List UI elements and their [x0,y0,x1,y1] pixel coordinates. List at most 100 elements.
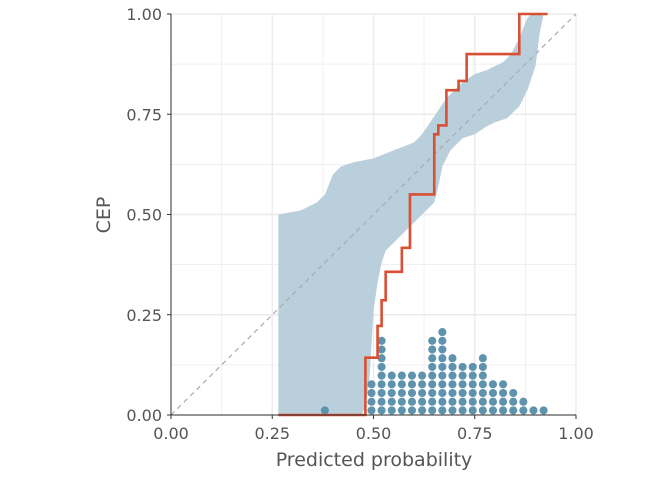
histogram-dot [438,345,447,354]
tick-labels: 0.00 0.25 0.50 0.75 1.00 0.00 0.25 0.50 0.75 1.00 [126,5,593,443]
histogram-dot [377,354,386,363]
histogram-dot [458,388,467,398]
x-axis-title: Predicted probability [276,449,473,471]
histogram-dot [478,397,487,406]
histogram-dot [397,388,406,398]
histogram-dot [448,362,457,371]
histogram-dot [458,380,467,389]
histogram-dot [438,397,447,406]
histogram-dot [509,397,518,406]
histogram-dot [468,362,477,371]
histogram-dot [468,388,477,398]
histogram-dot [428,388,437,398]
histogram-dot [539,406,548,415]
x-tick-label: 0.00 [153,424,189,443]
histogram-dot [418,380,427,389]
histogram-dot [387,371,396,380]
histogram-dot [397,380,406,389]
histogram-dot [428,345,437,354]
histogram-dot [407,397,417,406]
histogram-dot [478,380,487,389]
histogram-dot [377,371,386,380]
histogram-dot [367,388,376,398]
histogram-dot [377,406,386,415]
x-tick-label: 1.00 [558,424,594,443]
histogram-dot [448,354,457,363]
histogram-dot [458,371,467,380]
histogram-dot [428,371,437,380]
dot-histogram [320,328,548,415]
histogram-dot [509,406,518,415]
histogram-dot [438,406,447,415]
histogram-dot [448,380,457,389]
cep-step-line [278,12,548,417]
histogram-dot [377,336,386,345]
histogram-dot [407,380,417,389]
histogram-dot [448,406,457,415]
histogram-dot [377,362,386,371]
histogram-dot [499,406,508,415]
histogram-dot [488,388,498,398]
histogram-dot [519,406,528,415]
histogram-dot [428,354,437,363]
y-tick-label: 0.50 [126,206,162,225]
histogram-dot [478,354,487,363]
histogram-dot [367,406,376,415]
histogram-dot [377,388,386,398]
histogram-dot [458,397,467,406]
histogram-dot [448,397,457,406]
histogram-dot [438,328,447,337]
x-tick-label: 0.75 [457,424,493,443]
histogram-dot [468,371,477,380]
histogram-dot [387,406,396,415]
x-tick-label: 0.50 [356,424,392,443]
histogram-dot [377,397,386,406]
histogram-dot [509,388,518,398]
histogram-dot [499,380,508,389]
histogram-dot [499,388,508,398]
histogram-dot [407,388,417,398]
histogram-dot [438,380,447,389]
histogram-dot [488,397,498,406]
histogram-dot [397,397,406,406]
histogram-dot [448,388,457,398]
y-tick-label: 1.00 [126,5,162,24]
histogram-dot [438,362,447,371]
histogram-dot [418,406,427,415]
histogram-dot [428,336,437,345]
histogram-dot [499,397,508,406]
cep-line [278,12,548,417]
histogram-dot [428,362,437,371]
histogram-dot [468,406,477,415]
histogram-dot [478,362,487,371]
histogram-dot [367,380,376,389]
histogram-dot [448,371,457,380]
histogram-dot [478,406,487,415]
histogram-dot [387,388,396,398]
histogram-dot [478,371,487,380]
histogram-dot [428,397,437,406]
x-tick-label: 0.25 [254,424,290,443]
y-axis-title: CEP [93,197,115,234]
histogram-dot [418,371,427,380]
histogram-dot [428,380,437,389]
histogram-dot [529,406,538,415]
histogram-dot [320,406,329,415]
histogram-dot [407,371,417,380]
histogram-dot [488,406,498,415]
histogram-dot [418,397,427,406]
histogram-dot [468,397,477,406]
reference-diagonal [170,13,577,416]
histogram-dot [407,406,417,415]
histogram-dot [468,380,477,389]
histogram-dot [438,354,447,363]
histogram-dot [438,388,447,398]
histogram-dot [367,397,376,406]
histogram-dot [519,397,528,406]
y-tick-label: 0.00 [126,406,162,425]
histogram-dot [488,380,498,389]
histogram-dot [478,388,487,398]
histogram-dot [397,406,406,415]
histogram-dot [377,380,386,389]
